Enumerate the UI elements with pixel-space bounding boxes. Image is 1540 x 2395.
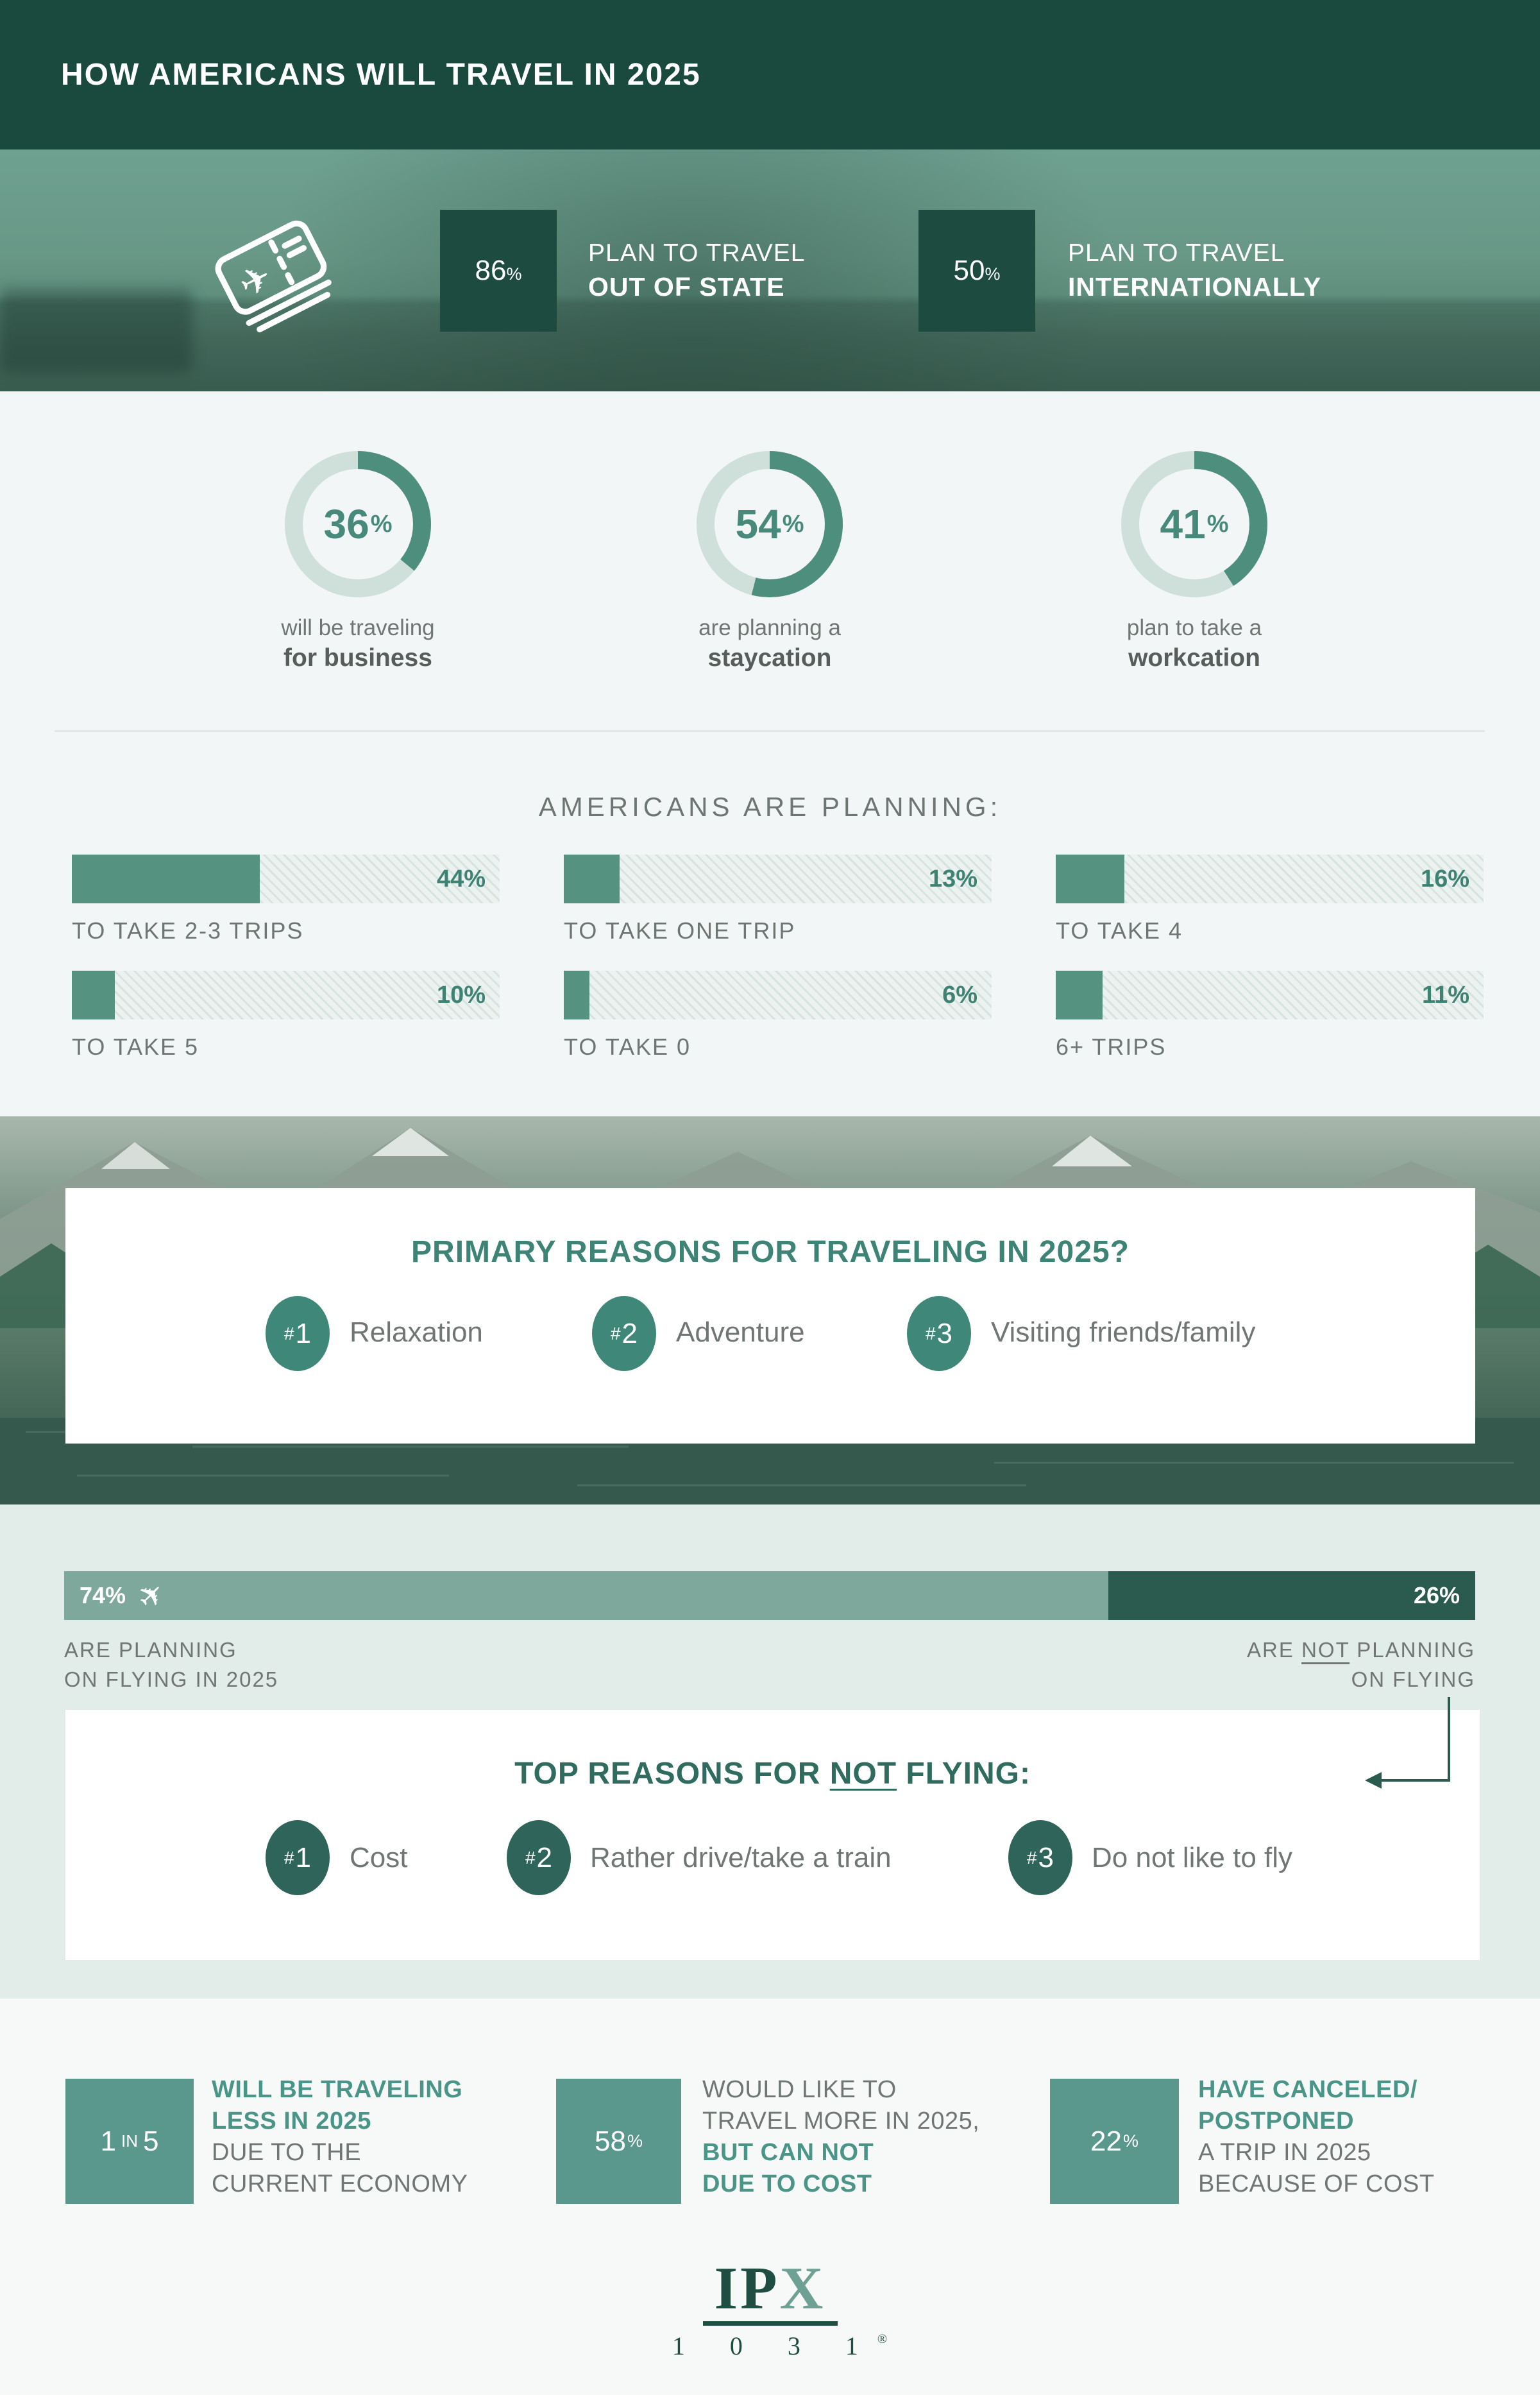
- bar-zero-trips: 6%: [564, 971, 992, 1019]
- rank-1-badge: #1: [266, 1820, 330, 1895]
- stat-box-1-in-5: 1 IN 5: [65, 2079, 194, 2204]
- section-title: AMERICANS ARE PLANNING:: [538, 792, 1002, 822]
- airplane-icon: ✈: [130, 1574, 173, 1617]
- reason-label: Rather drive/take a train: [590, 1842, 892, 1873]
- bar-value: 16%: [1420, 865, 1469, 892]
- reason-label: Do not like to fly: [1092, 1842, 1293, 1873]
- bar-caption: TO TAKE 4: [1056, 917, 1183, 944]
- not-flying-reasons-card: TOP REASONS FOR NOT FLYING: #1 Cost #2 R…: [65, 1710, 1480, 1960]
- rank-3-badge: #3: [907, 1296, 971, 1371]
- hero-airplane-photo: ✈ 86% PLAN TO TRAVEL OUT OF STATE 50% PL…: [0, 149, 1540, 391]
- bar-value: 11%: [1422, 981, 1469, 1009]
- bar-five-trips: 10%: [72, 971, 500, 1019]
- stat-label-line2: INTERNATIONALLY: [1068, 272, 1322, 302]
- donut-caption-staycation: are planning a staycation: [698, 615, 841, 672]
- stat-box-internationally: 50%: [918, 210, 1035, 332]
- elbow-arrow-horizontal: [1380, 1779, 1450, 1782]
- donut-stats-section: 36% will be traveling for business 54% a…: [0, 391, 1540, 733]
- bar-2-3-trips: 44%: [72, 855, 500, 903]
- donut-chart-workcation: 41%: [1121, 451, 1267, 597]
- reason-label: Cost: [350, 1842, 408, 1873]
- stat-label-line2: OUT OF STATE: [588, 272, 785, 302]
- trips-planning-section: AMERICANS ARE PLANNING: 44% TO TAKE 2-3 …: [0, 733, 1540, 1116]
- stat-value: 50: [953, 255, 985, 286]
- donut-hole: [303, 469, 413, 579]
- bar-caption: TO TAKE 5: [72, 1034, 199, 1060]
- stat-box-22: 22%: [1050, 2079, 1179, 2204]
- bar-fill: [1056, 971, 1103, 1019]
- donut-value: 36%: [323, 501, 393, 547]
- bar-caption: TO TAKE 2-3 TRIPS: [72, 917, 304, 944]
- rank-2-badge: #2: [507, 1820, 571, 1895]
- stat-box-out-of-state: 86%: [440, 210, 557, 332]
- stat-label-internationally: PLAN TO TRAVEL INTERNATIONALLY: [1068, 237, 1321, 303]
- flying-no-label: ARE NOT PLANNING ON FLYING: [1247, 1638, 1475, 1691]
- flying-yes-value: 74%: [80, 1582, 126, 1608]
- primary-reasons-card: PRIMARY REASONS FOR TRAVELING IN 2025? #…: [65, 1188, 1475, 1444]
- donut-value: 41%: [1160, 501, 1229, 547]
- bar-value: 44%: [436, 865, 486, 892]
- bar-one-trip: 13%: [564, 855, 992, 903]
- reason-label: Adventure: [676, 1317, 805, 1348]
- card-title: TOP REASONS FOR NOT FLYING:: [514, 1757, 1031, 1791]
- reason-label: Visiting friends/family: [991, 1317, 1256, 1348]
- bar-fill: [564, 855, 620, 903]
- bar-fill: [1056, 855, 1124, 903]
- ipx-1031-logo: IPX 1 0 3 1®: [672, 2255, 888, 2360]
- elbow-arrow-head: [1365, 1772, 1382, 1789]
- donut-chart-business: 36%: [285, 451, 431, 597]
- bar-six-plus-trips: 11%: [1056, 971, 1484, 1019]
- section-divider: [55, 730, 1485, 732]
- bar-fill: [564, 971, 590, 1019]
- donut-value: 54%: [735, 501, 804, 547]
- flying-yes-label: ARE PLANNING ON FLYING IN 2025: [64, 1638, 279, 1691]
- bar-caption: 6+ TRIPS: [1056, 1034, 1167, 1060]
- underlined-not: NOT: [1301, 1638, 1350, 1662]
- bar-value: 6%: [942, 981, 977, 1009]
- underlined-not: NOT: [829, 1757, 897, 1791]
- donut-hole: [1139, 469, 1249, 579]
- mountain-photo-section: PRIMARY REASONS FOR TRAVELING IN 2025? #…: [0, 1116, 1540, 1504]
- flying-yes-segment: 74% ✈: [64, 1571, 1108, 1620]
- stat-text: HAVE CANCELED/ POSTPONED A TRIP IN 2025 …: [1198, 2076, 1435, 2197]
- stat-label-out-of-state: PLAN TO TRAVEL OUT OF STATE: [588, 237, 805, 303]
- stat-unit: %: [506, 264, 522, 284]
- rank-1-badge: #1: [266, 1296, 330, 1371]
- stat-text: WILL BE TRAVELING LESS IN 2025 DUE TO TH…: [212, 2076, 468, 2197]
- bar-value: 10%: [436, 981, 486, 1009]
- bar-caption: TO TAKE ONE TRIP: [564, 917, 796, 944]
- donut-hole: [715, 469, 825, 579]
- donut-caption-business: will be traveling for business: [281, 615, 435, 672]
- stat-label-line1: PLAN TO TRAVEL: [588, 239, 806, 267]
- reason-label: Relaxation: [350, 1317, 483, 1348]
- economy-stats-section: 1 IN 5 WILL BE TRAVELING LESS IN 2025 DUE …: [0, 1999, 1540, 2395]
- stat-unit: %: [985, 264, 1001, 284]
- flying-section: 74% ✈ 26% ARE PLANNING ON FLYING IN 2025…: [0, 1504, 1540, 1999]
- flying-no-value: 26%: [1413, 1582, 1460, 1608]
- bar-caption: TO TAKE 0: [564, 1034, 691, 1060]
- elbow-arrow-vertical: [1448, 1697, 1450, 1782]
- plane-ticket-icon: ✈: [215, 220, 332, 332]
- photo-silhouette: [0, 289, 192, 372]
- stat-text: WOULD LIKE TO TRAVEL MORE IN 2025, BUT C…: [702, 2076, 980, 2197]
- card-title: PRIMARY REASONS FOR TRAVELING IN 2025?: [411, 1235, 1130, 1269]
- stat-value: 86: [475, 255, 507, 286]
- bar-fill: [72, 855, 260, 903]
- bar-value: 13%: [928, 865, 977, 892]
- logo-rule: [702, 2321, 838, 2326]
- stat-box-58: 58%: [556, 2079, 681, 2204]
- bar-fill: [72, 971, 115, 1019]
- donut-caption-workcation: plan to take a workcation: [1126, 615, 1262, 672]
- stat-label-line1: PLAN TO TRAVEL: [1068, 239, 1285, 267]
- rank-3-badge: #3: [1008, 1820, 1072, 1895]
- rank-2-badge: #2: [592, 1296, 656, 1371]
- donut-chart-staycation: 54%: [697, 451, 843, 597]
- page-title: HOW AMERICANS WILL TRAVEL IN 2025: [61, 58, 701, 92]
- flying-no-segment: 26%: [1108, 1571, 1475, 1620]
- bar-four-trips: 16%: [1056, 855, 1484, 903]
- header-bar: HOW AMERICANS WILL TRAVEL IN 2025: [0, 0, 1540, 149]
- flying-stacked-bar: 74% ✈ 26%: [64, 1571, 1475, 1620]
